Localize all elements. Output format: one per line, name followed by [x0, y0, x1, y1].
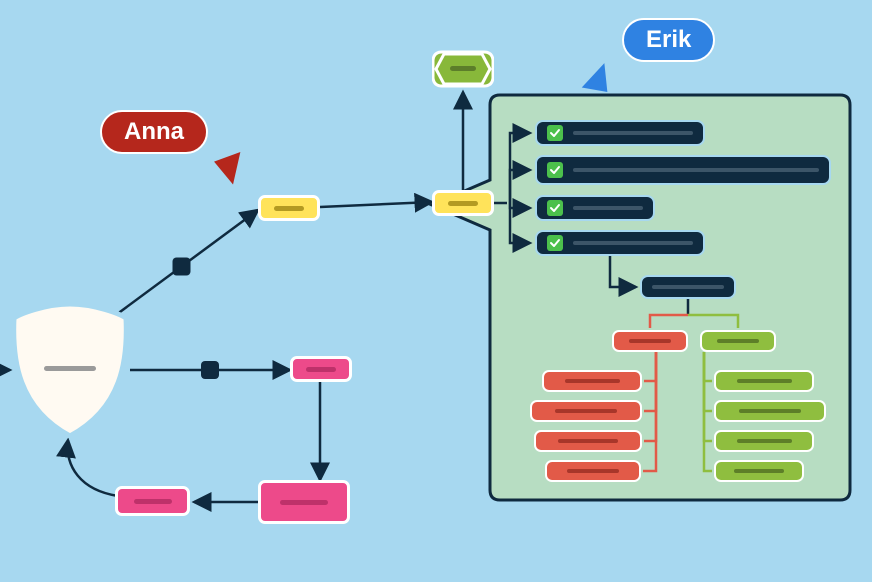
hex-label-line: [450, 66, 476, 71]
node-label-line: [274, 206, 304, 211]
node-label-line: [555, 409, 617, 413]
tree-green-child[interactable]: [714, 400, 826, 422]
cursor-label: Erik: [646, 26, 691, 54]
tree-red-child[interactable]: [545, 460, 641, 482]
node-label-line: [558, 439, 617, 443]
pink-node-a[interactable]: [290, 356, 352, 382]
item-label-line: [573, 206, 643, 210]
tree-red-child[interactable]: [530, 400, 642, 422]
cursor-label: Anna: [124, 118, 184, 146]
diagram-canvas: Anna Erik: [0, 0, 872, 582]
node-label-line: [567, 469, 620, 473]
edge-marker: [201, 361, 219, 379]
node-label-line: [280, 500, 328, 505]
checklist-item[interactable]: [535, 120, 705, 146]
node-label-line: [306, 367, 336, 372]
shield-label-line: [44, 366, 96, 371]
hexagon-node[interactable]: [432, 50, 494, 88]
edge: [320, 202, 432, 207]
node-label-line: [565, 379, 620, 383]
node-label-line: [717, 339, 759, 343]
check-icon: [547, 162, 563, 178]
user-cursor-erik: Erik: [622, 18, 715, 62]
check-icon: [547, 125, 563, 141]
cursor-pointer-anna: [214, 152, 250, 188]
check-icon: [547, 235, 563, 251]
item-label-line: [573, 241, 693, 245]
pink-node-b[interactable]: [258, 480, 350, 524]
checklist-item[interactable]: [535, 230, 705, 256]
tree-green-root[interactable]: [700, 330, 776, 352]
item-label-line: [652, 285, 724, 289]
yellow-node-b[interactable]: [432, 190, 494, 216]
edge: [68, 440, 118, 496]
checklist-item[interactable]: [535, 195, 655, 221]
yellow-node-a[interactable]: [258, 195, 320, 221]
node-label-line: [737, 439, 792, 443]
edge-marker: [173, 258, 191, 276]
user-cursor-anna: Anna: [100, 110, 208, 154]
item-label-line: [573, 131, 693, 135]
item-label-line: [573, 168, 819, 172]
node-label-line: [739, 409, 801, 413]
tree-green-child[interactable]: [714, 460, 804, 482]
node-label-line: [448, 201, 478, 206]
checklist-item[interactable]: [640, 275, 736, 299]
shield-node[interactable]: [10, 300, 130, 440]
checklist-item[interactable]: [535, 155, 831, 185]
tree-green-child[interactable]: [714, 430, 814, 452]
check-icon: [547, 200, 563, 216]
node-label-line: [734, 469, 784, 473]
node-label-line: [629, 339, 671, 343]
tree-red-child[interactable]: [534, 430, 642, 452]
tree-green-child[interactable]: [714, 370, 814, 392]
tree-red-child[interactable]: [542, 370, 642, 392]
pink-node-c[interactable]: [115, 486, 190, 516]
cursor-pointer-erik: [582, 60, 612, 92]
node-label-line: [134, 499, 172, 504]
node-label-line: [737, 379, 792, 383]
tree-red-root[interactable]: [612, 330, 688, 352]
